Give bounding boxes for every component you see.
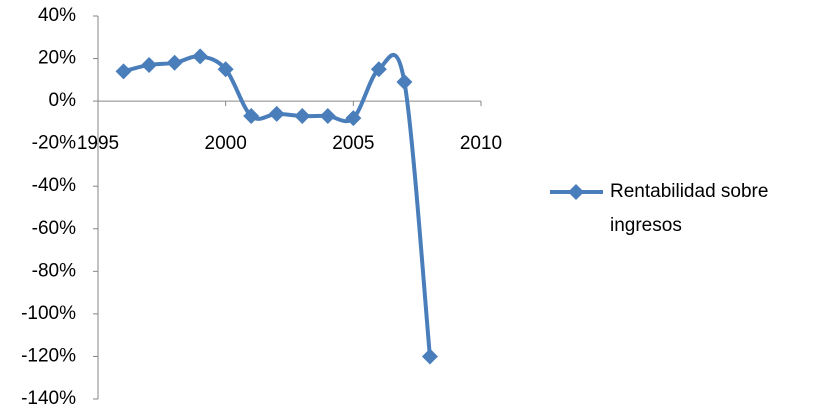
legend-marker — [568, 184, 584, 200]
marker — [166, 54, 183, 71]
x-tick-label: 2005 — [332, 133, 374, 154]
x-tick-label: 2000 — [205, 133, 247, 154]
marker — [396, 73, 413, 90]
y-tick-label: -80% — [32, 260, 76, 281]
marker — [319, 108, 336, 125]
marker — [217, 61, 234, 78]
marker — [243, 108, 260, 125]
y-tick-label: -60% — [32, 218, 76, 239]
y-tick-label: 20% — [38, 48, 76, 69]
legend-label: Rentabilidad sobre ingresos — [610, 181, 769, 236]
marker — [294, 108, 311, 125]
marker — [345, 110, 362, 127]
y-tick-label: -20% — [32, 133, 76, 154]
y-tick-label: -140% — [21, 388, 76, 409]
marker — [421, 348, 438, 365]
x-tick-label: 1995 — [77, 133, 119, 154]
series-line — [123, 53, 432, 357]
y-tick-label: -120% — [21, 345, 76, 366]
marker — [141, 56, 158, 73]
marker — [370, 61, 387, 78]
y-tick-label: 40% — [38, 5, 76, 26]
y-tick-label: -100% — [21, 303, 76, 324]
y-tick-label: -40% — [32, 175, 76, 196]
marker — [268, 105, 285, 122]
marker — [115, 63, 132, 80]
marker — [192, 48, 209, 65]
y-tick-label: 0% — [49, 90, 77, 111]
x-tick-label: 2010 — [460, 133, 502, 154]
